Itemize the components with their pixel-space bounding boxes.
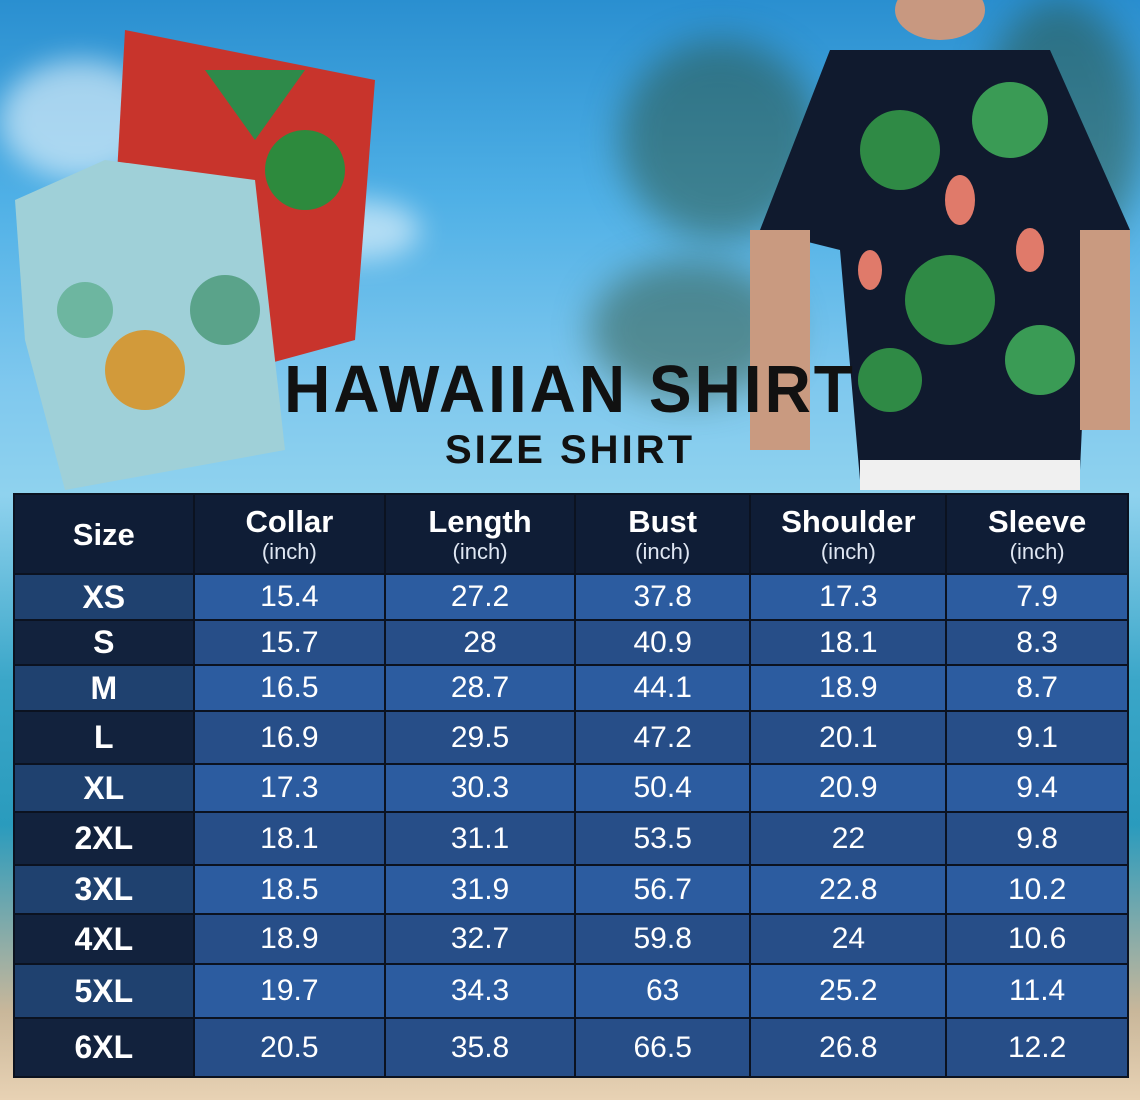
measurement-cell: 28.7 [384, 664, 576, 712]
column-unit: (inch) [820, 538, 876, 564]
measurement-cell: 56.7 [573, 864, 752, 915]
column-header-label: Shoulder [781, 503, 916, 539]
measurement-cell: 7.9 [945, 573, 1129, 621]
measurement-cell: 18.5 [192, 864, 387, 915]
measurement-cell: 18.1 [749, 619, 948, 666]
measurement-cell: 31.1 [384, 811, 576, 866]
measurement-cell: 28 [384, 619, 576, 666]
measurement-cell: 22 [749, 811, 948, 866]
folded-shirts-image [15, 30, 375, 490]
measurement-cell: 8.7 [945, 664, 1129, 712]
measurement-cell: 63 [573, 963, 752, 1019]
column-header-collar: Collar (inch) [192, 493, 387, 575]
table-header-row: Size Collar (inch) Length (inch) Bust (inch) Sh… [13, 493, 1129, 575]
table-row: 5XL 19.7 34.3 63 25.2 11.4 [13, 963, 1129, 1019]
column-header-shoulder: Shoulder (inch) [749, 493, 948, 575]
page-title: HAWAIIAN SHIRT [284, 351, 856, 427]
table-row: XL 17.3 30.3 50.4 20.9 9.4 [13, 763, 1129, 813]
table-row: 4XL 18.9 32.7 59.8 24 10.6 [13, 913, 1129, 965]
measurement-cell: 25.2 [749, 963, 948, 1019]
table-row: M 16.5 28.7 44.1 18.9 8.7 [13, 664, 1129, 712]
measurement-cell: 20.9 [749, 763, 948, 813]
measurement-cell: 15.4 [192, 573, 387, 621]
measurement-cell: 31.9 [384, 864, 576, 915]
measurement-cell: 8.3 [945, 619, 1129, 666]
measurement-cell: 34.3 [384, 963, 576, 1019]
size-chart-table: Size Collar (inch) Length (inch) Bust (inch) Sh… [13, 493, 1129, 1078]
measurement-cell: 16.5 [192, 664, 387, 712]
measurement-cell: 18.9 [192, 913, 387, 965]
measurement-cell: 18.9 [749, 664, 948, 712]
measurement-cell: 11.4 [945, 963, 1129, 1019]
size-cell: 4XL [13, 913, 195, 965]
size-cell: M [13, 664, 195, 712]
size-cell: 6XL [13, 1017, 195, 1078]
measurement-cell: 9.4 [945, 763, 1129, 813]
column-header-size: Size [13, 493, 195, 575]
measurement-cell: 24 [749, 913, 948, 965]
size-cell: 2XL [13, 811, 195, 866]
measurement-cell: 26.8 [749, 1017, 948, 1078]
table-row: 3XL 18.5 31.9 56.7 22.8 10.2 [13, 864, 1129, 915]
measurement-cell: 66.5 [573, 1017, 752, 1078]
size-cell: L [13, 710, 195, 765]
column-header-label: Collar [245, 503, 334, 539]
measurement-cell: 16.9 [192, 710, 387, 765]
measurement-cell: 59.8 [573, 913, 752, 965]
measurement-cell: 19.7 [192, 963, 387, 1019]
measurement-cell: 44.1 [573, 664, 752, 712]
measurement-cell: 20.1 [749, 710, 948, 765]
measurement-cell: 10.6 [945, 913, 1129, 965]
measurement-cell: 40.9 [573, 619, 752, 666]
measurement-cell: 17.3 [749, 573, 948, 621]
size-cell: 3XL [13, 864, 195, 915]
measurement-cell: 29.5 [384, 710, 576, 765]
measurement-cell: 22.8 [749, 864, 948, 915]
measurement-cell: 53.5 [573, 811, 752, 866]
measurement-cell: 12.2 [945, 1017, 1129, 1078]
column-header-label: Size [72, 516, 135, 552]
measurement-cell: 18.1 [192, 811, 387, 866]
size-cell: XL [13, 763, 195, 813]
table-row: 2XL 18.1 31.1 53.5 22 9.8 [13, 811, 1129, 866]
table-row: XS 15.4 27.2 37.8 17.3 7.9 [13, 573, 1129, 621]
measurement-cell: 32.7 [384, 913, 576, 965]
measurement-cell: 17.3 [192, 763, 387, 813]
size-cell: 5XL [13, 963, 195, 1019]
column-header-bust: Bust (inch) [573, 493, 752, 575]
measurement-cell: 10.2 [945, 864, 1129, 915]
measurement-cell: 35.8 [384, 1017, 576, 1078]
column-unit: (inch) [261, 538, 317, 564]
measurement-cell: 9.1 [945, 710, 1129, 765]
measurement-cell: 15.7 [192, 619, 387, 666]
column-header-label: Sleeve [988, 503, 1087, 539]
column-unit: (inch) [1009, 538, 1065, 564]
column-unit: (inch) [635, 538, 691, 564]
model-shirt-image [750, 0, 1130, 490]
column-unit: (inch) [452, 538, 508, 564]
measurement-cell: 30.3 [384, 763, 576, 813]
column-header-label: Length [428, 503, 532, 539]
table-row: 6XL 20.5 35.8 66.5 26.8 12.2 [13, 1017, 1129, 1078]
measurement-cell: 37.8 [573, 573, 752, 621]
size-cell: S [13, 619, 195, 666]
measurement-cell: 9.8 [945, 811, 1129, 866]
measurement-cell: 27.2 [384, 573, 576, 621]
table-row: L 16.9 29.5 47.2 20.1 9.1 [13, 710, 1129, 765]
measurement-cell: 20.5 [192, 1017, 387, 1078]
measurement-cell: 50.4 [573, 763, 752, 813]
column-header-label: Bust [628, 503, 698, 539]
table-row: S 15.7 28 40.9 18.1 8.3 [13, 619, 1129, 666]
size-cell: XS [13, 573, 195, 621]
measurement-cell: 47.2 [573, 710, 752, 765]
page-subtitle: SIZE SHIRT [444, 428, 696, 472]
column-header-sleeve: Sleeve (inch) [945, 493, 1129, 575]
column-header-length: Length (inch) [384, 493, 576, 575]
